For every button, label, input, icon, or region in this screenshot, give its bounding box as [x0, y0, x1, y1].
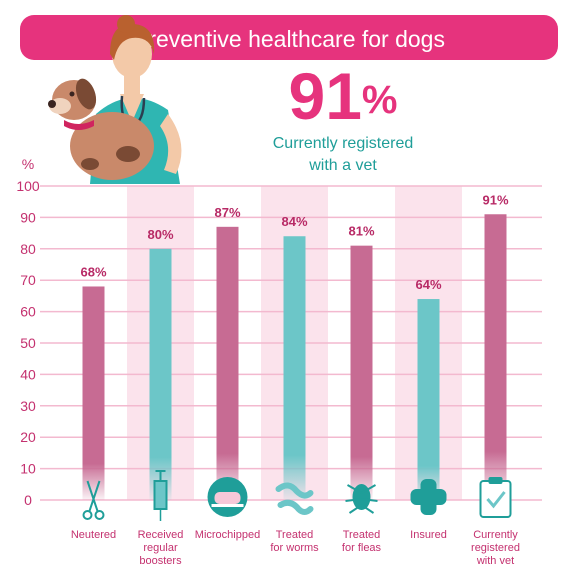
y-tick-label: 50 — [20, 335, 36, 351]
value-label: 81% — [348, 224, 374, 239]
headline-caption: Currently registered with a vet — [272, 135, 414, 174]
y-axis-label: % — [22, 156, 34, 172]
x-axis-labels: Neutered Received regular boosters Microchip… — [71, 529, 520, 567]
x-tick-label: Treated for worms — [270, 529, 319, 554]
x-tick-label: Neutered — [71, 529, 116, 541]
chart-title: Preventive healthcare for dogs — [133, 26, 445, 52]
value-label: 64% — [415, 277, 441, 292]
y-tick-label: 10 — [20, 461, 36, 477]
vet-with-dog-illustration — [48, 15, 182, 184]
x-tick-label: Currently registered with vet — [471, 529, 520, 567]
bar — [417, 299, 440, 500]
bar — [82, 286, 105, 500]
value-label: 68% — [80, 264, 106, 279]
y-axis: 0 10 20 30 40 50 60 70 80 90 100% — [16, 156, 40, 508]
y-tick-label: 80 — [20, 241, 36, 257]
scissors-icon — [82, 480, 105, 520]
bar — [216, 226, 239, 500]
y-tick-label: 90 — [20, 209, 36, 225]
plaster-icon — [410, 479, 447, 515]
category-icons — [82, 470, 512, 521]
headline-value: 91% — [258, 56, 428, 140]
title-banner: Preventive healthcare for dogs — [20, 15, 558, 60]
y-tick-label: 40 — [20, 366, 36, 382]
y-tick-label: 70 — [20, 272, 36, 288]
clipboard-icon — [479, 477, 512, 518]
y-tick-label: 20 — [20, 429, 36, 445]
y-tick-label: 30 — [20, 398, 36, 414]
syringe-icon — [153, 470, 168, 521]
bar — [283, 236, 306, 501]
x-tick-label: Treated for fleas — [342, 529, 382, 554]
y-tick-label: 100 — [16, 178, 40, 194]
value-label: 80% — [147, 227, 173, 242]
x-tick-label: Received regular boosters — [138, 529, 184, 567]
headline-unit: % — [361, 78, 398, 122]
value-label: 84% — [281, 214, 307, 229]
microchip-icon — [207, 477, 248, 517]
bar — [484, 214, 507, 500]
x-tick-label: Microchipped — [195, 529, 260, 541]
value-label: 91% — [482, 192, 508, 207]
flea-icon — [345, 484, 378, 514]
x-tick-label: Insured — [410, 529, 447, 541]
y-tick-label: 0 — [24, 492, 32, 508]
bar — [149, 248, 172, 500]
headline-number: 91 — [288, 59, 362, 133]
bar — [350, 245, 373, 500]
bars: 68% 80% 87% 84% 81% 64% 91% — [80, 192, 509, 501]
worms-icon — [275, 482, 314, 515]
y-tick-label: 60 — [20, 304, 36, 320]
value-label: 87% — [214, 205, 240, 220]
